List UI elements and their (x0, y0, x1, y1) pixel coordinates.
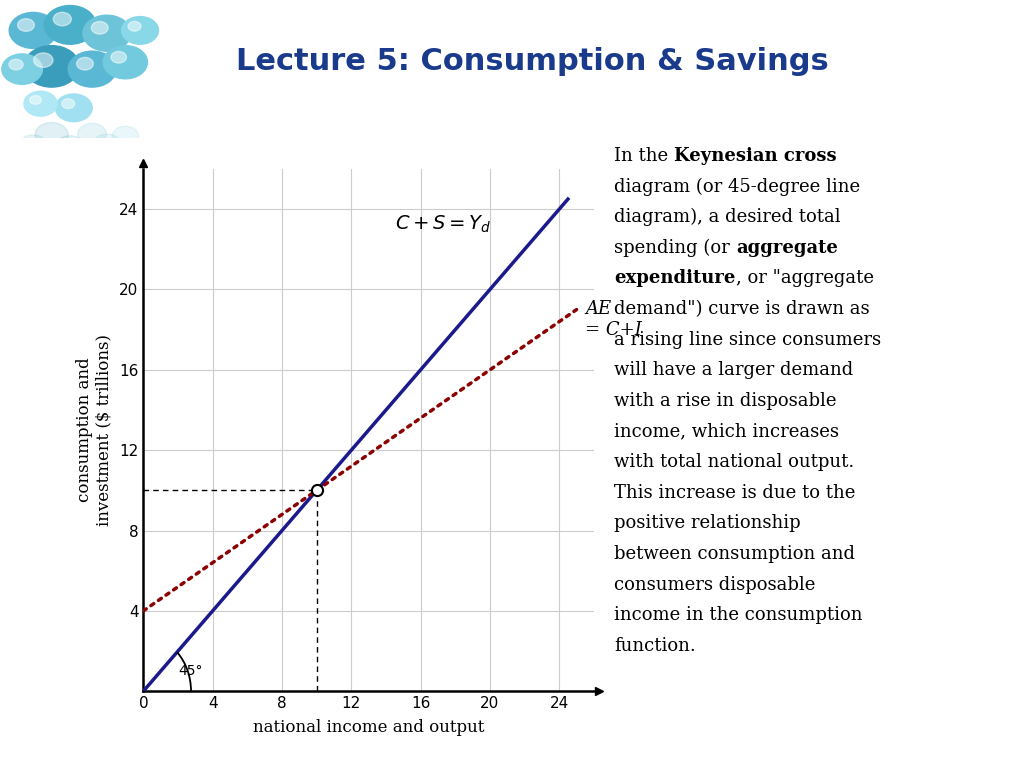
Y-axis label: consumption and
investment ($ trillions): consumption and investment ($ trillions) (76, 334, 113, 526)
Circle shape (91, 22, 109, 34)
Circle shape (61, 99, 75, 108)
Text: expenditure: expenditure (614, 270, 736, 287)
Text: income, which increases: income, which increases (614, 422, 840, 441)
Circle shape (34, 53, 53, 68)
Circle shape (53, 12, 72, 26)
Text: positive relationship: positive relationship (614, 515, 801, 532)
Circle shape (92, 134, 121, 156)
Circle shape (24, 91, 57, 116)
Text: income in the consumption: income in the consumption (614, 607, 863, 624)
Circle shape (18, 135, 47, 157)
Text: consumers disposable: consumers disposable (614, 576, 816, 594)
Circle shape (30, 95, 41, 104)
Circle shape (83, 15, 131, 51)
Circle shape (78, 124, 106, 145)
Circle shape (111, 51, 126, 63)
Text: , or "aggregate: , or "aggregate (736, 270, 873, 287)
Text: AE
= C+I: AE = C+I (586, 300, 642, 339)
Text: $C + S = Y_d$: $C + S = Y_d$ (394, 214, 492, 234)
Text: In the: In the (614, 147, 674, 164)
Circle shape (77, 58, 93, 70)
Circle shape (17, 18, 35, 31)
Circle shape (9, 59, 24, 70)
Circle shape (55, 94, 92, 121)
X-axis label: national income and output: national income and output (253, 720, 484, 737)
Circle shape (35, 122, 69, 147)
Text: demand") curve is drawn as: demand") curve is drawn as (614, 300, 870, 318)
Text: 45°: 45° (178, 664, 203, 678)
Text: diagram (or 45-degree line: diagram (or 45-degree line (614, 177, 860, 196)
Text: Lecture 5: Consumption & Savings: Lecture 5: Consumption & Savings (237, 47, 828, 76)
Circle shape (69, 51, 116, 87)
Circle shape (2, 54, 42, 84)
Text: will have a larger demand: will have a larger demand (614, 361, 854, 379)
Text: with total national output.: with total national output. (614, 453, 855, 471)
Text: diagram), a desired total: diagram), a desired total (614, 208, 841, 227)
Text: Keynesian cross: Keynesian cross (674, 147, 837, 164)
Circle shape (103, 45, 147, 79)
Circle shape (24, 45, 79, 87)
Text: with a rise in disposable: with a rise in disposable (614, 392, 837, 410)
Text: between consumption and: between consumption and (614, 545, 855, 563)
Text: This increase is due to the: This increase is due to the (614, 484, 856, 502)
Text: aggregate: aggregate (736, 239, 838, 257)
Circle shape (122, 17, 159, 45)
Circle shape (112, 126, 138, 146)
Text: spending (or: spending (or (614, 239, 736, 257)
Text: function.: function. (614, 637, 696, 655)
Text: a rising line since consumers: a rising line since consumers (614, 330, 882, 349)
Circle shape (54, 136, 86, 159)
Circle shape (128, 22, 141, 31)
Circle shape (44, 5, 96, 45)
Circle shape (9, 12, 57, 48)
